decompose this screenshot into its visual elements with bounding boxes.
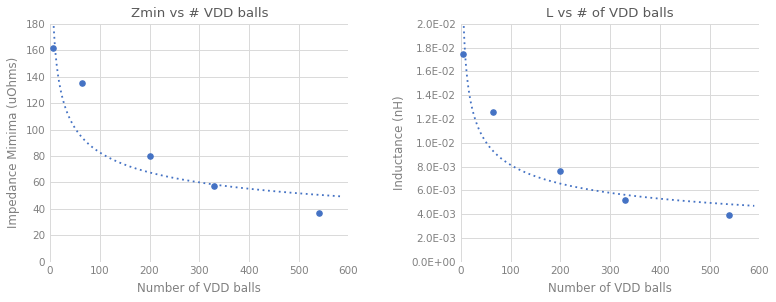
Point <box>554 169 566 174</box>
Y-axis label: Impedance Mimima (uOhms): Impedance Mimima (uOhms) <box>7 57 20 228</box>
X-axis label: Number of VDD balls: Number of VDD balls <box>137 282 262 295</box>
Point <box>47 45 59 50</box>
Title: L vs # of VDD balls: L vs # of VDD balls <box>546 7 674 20</box>
Point <box>723 213 736 218</box>
X-axis label: Number of VDD balls: Number of VDD balls <box>548 282 672 295</box>
Point <box>144 153 156 158</box>
Point <box>208 184 220 189</box>
Y-axis label: Inductance (nH): Inductance (nH) <box>393 95 406 190</box>
Point <box>457 51 469 56</box>
Point <box>618 198 631 202</box>
Title: Zmin vs # VDD balls: Zmin vs # VDD balls <box>130 7 268 20</box>
Point <box>487 109 500 114</box>
Point <box>76 81 88 86</box>
Point <box>313 210 325 215</box>
